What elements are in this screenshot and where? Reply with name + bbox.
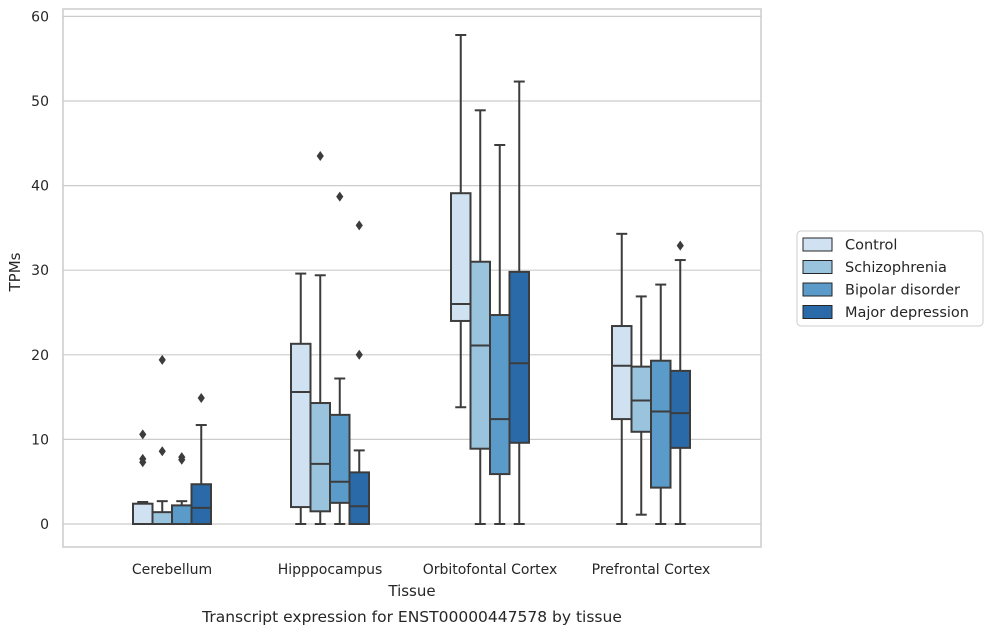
legend-frame (796, 230, 984, 327)
box (309, 402, 331, 513)
y-tick-label: 20 (31, 348, 49, 364)
legend-label: Major depression (845, 305, 969, 321)
box (630, 365, 652, 433)
outlier-point (139, 429, 147, 440)
y-tick-label: 40 (31, 179, 49, 195)
box (132, 502, 154, 526)
box-group (650, 283, 672, 525)
legend-swatch (802, 260, 833, 274)
x-axis-label: Tissue (387, 582, 435, 600)
y-tick-labels: 0 10 20 30 40 50 60 (31, 9, 49, 533)
legend-swatch (802, 305, 833, 319)
box-group (290, 272, 312, 525)
outlier-point (316, 150, 324, 161)
x-tick-labels: Cerebellum Hipppocampus Orbitofontal Corte… (132, 562, 710, 578)
box (669, 369, 691, 449)
outlier-point (158, 354, 166, 365)
box-group (151, 354, 173, 526)
grid-lines (63, 15, 761, 525)
x-tick-label: Orbitofontal Cortex (423, 562, 558, 578)
box (450, 192, 472, 322)
legend-label: Schizophrenia (845, 260, 947, 276)
outlier-point (336, 191, 344, 202)
box-group (450, 34, 472, 409)
y-tick-label: 30 (31, 263, 49, 279)
box (329, 413, 351, 504)
x-tick-label: Hipppocampus (278, 562, 383, 578)
legend-label: Control (845, 238, 897, 254)
outlier-point (355, 220, 363, 231)
box-group (508, 80, 530, 525)
outlier-point (158, 446, 166, 457)
outlier-point (355, 349, 363, 360)
box (489, 314, 511, 476)
x-tick-label: Cerebellum (132, 562, 212, 578)
box-group (348, 220, 370, 526)
chart-caption: Transcript expression for ENST0000044757… (201, 608, 622, 626)
y-tick-label: 10 (31, 432, 49, 448)
box-group (190, 392, 212, 526)
legend-label: Bipolar disorder (845, 283, 960, 299)
y-tick-label: 0 (40, 517, 49, 533)
legend-swatch (802, 282, 833, 297)
box (611, 325, 633, 421)
box (290, 342, 312, 509)
box (348, 471, 370, 526)
box (190, 483, 212, 526)
y-tick-label: 60 (31, 9, 49, 25)
box-group (171, 452, 193, 525)
outlier-point (139, 453, 147, 464)
boxes (132, 34, 691, 526)
box (508, 270, 530, 444)
plot-frame (62, 8, 762, 548)
box-group (469, 109, 491, 525)
outlier-point (676, 240, 684, 251)
box (171, 504, 193, 525)
legend: Control Schizophrenia Bipolar disorder Majo… (796, 230, 984, 327)
box-group (669, 240, 691, 525)
y-tick-label: 50 (31, 94, 49, 110)
box (151, 511, 173, 526)
x-tick-label: Prefrontal Cortex (592, 562, 711, 578)
box-group (132, 429, 154, 526)
legend-swatch (802, 237, 833, 252)
box-group (611, 232, 633, 525)
box-group (309, 150, 331, 525)
box-group (329, 191, 351, 525)
box (650, 359, 672, 489)
box-group (489, 143, 511, 525)
box-group (630, 295, 652, 516)
outlier-point (178, 452, 186, 463)
box (469, 260, 491, 450)
y-axis-label: TPMs (6, 252, 24, 292)
outlier-point (197, 392, 205, 403)
